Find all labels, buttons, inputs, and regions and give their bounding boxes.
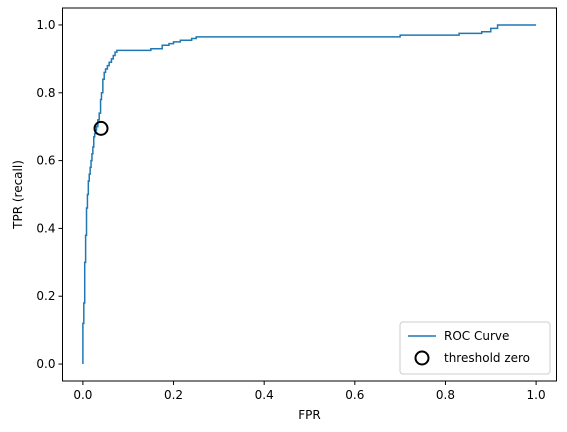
x-axis-label: FPR xyxy=(298,408,320,422)
x-tick-label: 0.2 xyxy=(164,388,183,402)
y-tick-label: 1.0 xyxy=(36,18,55,32)
y-axis-ticks: 0.0 0.2 0.4 0.6 0.8 1.0 xyxy=(36,18,63,371)
y-tick-label: 0.4 xyxy=(36,221,55,235)
legend-box xyxy=(399,321,551,375)
roc-curve-line xyxy=(82,24,537,365)
plot-area xyxy=(62,7,557,382)
legend-threshold-marker-icon xyxy=(414,350,430,366)
x-tick-label: 0.4 xyxy=(255,388,274,402)
legend-roc-label: ROC Curve xyxy=(444,329,509,343)
y-axis-label: TPR (recall) xyxy=(11,160,25,230)
y-tick-label: 0.8 xyxy=(36,86,55,100)
series-layer xyxy=(82,24,537,365)
x-tick-label: 0.6 xyxy=(345,388,364,402)
x-axis-ticks: 0.0 0.2 0.4 0.6 0.8 1.0 xyxy=(73,381,546,402)
x-tick-label: 1.0 xyxy=(527,388,546,402)
y-tick-label: 0.0 xyxy=(36,357,55,371)
threshold-zero-marker xyxy=(93,120,109,136)
y-tick-label: 0.6 xyxy=(36,154,55,168)
legend: ROC Curve threshold zero xyxy=(399,321,551,375)
axes-frame xyxy=(62,7,557,382)
x-tick-label: 0.8 xyxy=(436,388,455,402)
legend-threshold-label: threshold zero xyxy=(444,351,530,365)
x-tick-label: 0.0 xyxy=(73,388,92,402)
y-tick-label: 0.2 xyxy=(36,289,55,303)
